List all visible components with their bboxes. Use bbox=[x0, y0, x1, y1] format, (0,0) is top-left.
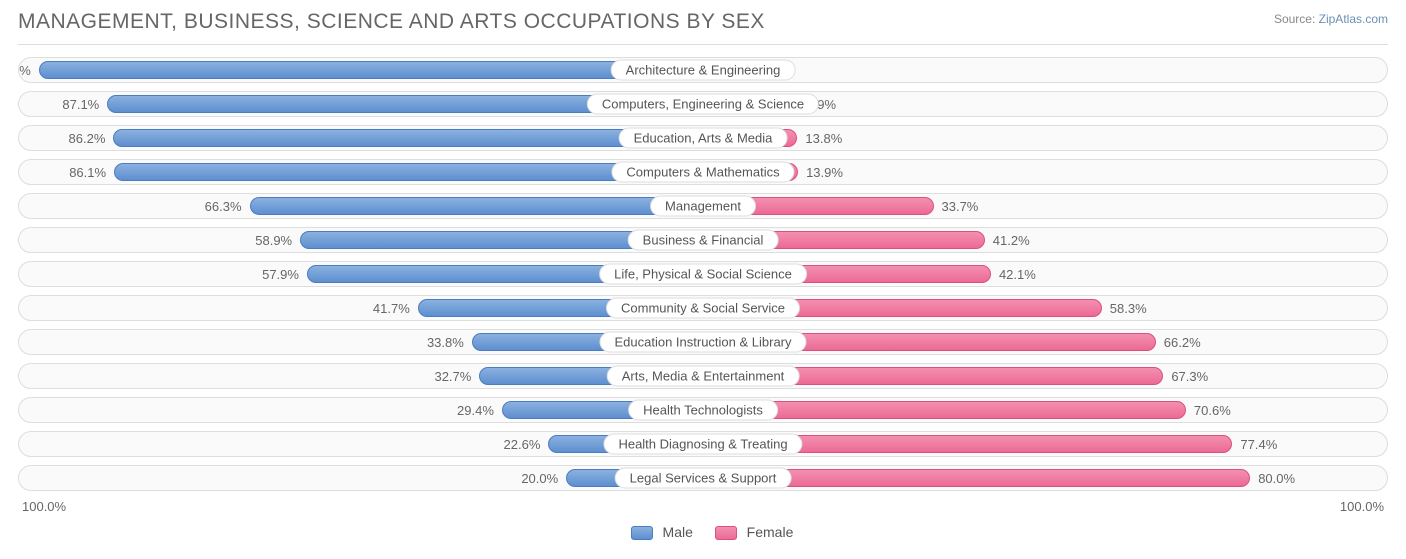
x-axis: 100.0% 100.0% bbox=[18, 499, 1388, 514]
female-half: 13.8% bbox=[703, 126, 1387, 150]
row-category-label: Computers, Engineering & Science bbox=[587, 94, 819, 115]
row-category-label: Computers & Mathematics bbox=[611, 162, 794, 183]
source-label: Source: bbox=[1274, 12, 1315, 26]
source-value: ZipAtlas.com bbox=[1319, 12, 1388, 26]
chart-row: 22.6% 77.4% Health Diagnosing & Treating bbox=[18, 431, 1388, 457]
male-bar bbox=[250, 197, 703, 215]
male-half: 86.2% bbox=[19, 126, 703, 150]
female-pct-label: 77.4% bbox=[1240, 437, 1277, 452]
row-category-label: Education, Arts & Media bbox=[619, 128, 788, 149]
male-pct-label: 20.0% bbox=[521, 471, 558, 486]
female-half: 70.6% bbox=[703, 398, 1387, 422]
male-half: 97.1% bbox=[19, 58, 703, 82]
male-half: 58.9% bbox=[19, 228, 703, 252]
female-pct-label: 13.8% bbox=[805, 131, 842, 146]
legend: Male Female bbox=[18, 524, 1388, 540]
male-pct-label: 97.1% bbox=[18, 63, 31, 78]
chart-title: MANAGEMENT, BUSINESS, SCIENCE AND ARTS O… bbox=[18, 10, 765, 34]
male-half: 32.7% bbox=[19, 364, 703, 388]
chart-row: 86.2% 13.8% Education, Arts & Media bbox=[18, 125, 1388, 151]
chart-row: 57.9% 42.1% Life, Physical & Social Scienc… bbox=[18, 261, 1388, 287]
male-half: 86.1% bbox=[19, 160, 703, 184]
chart-row: 58.9% 41.2% Business & Financial bbox=[18, 227, 1388, 253]
male-pct-label: 29.4% bbox=[457, 403, 494, 418]
male-half: 41.7% bbox=[19, 296, 703, 320]
female-pct-label: 58.3% bbox=[1110, 301, 1147, 316]
row-category-label: Management bbox=[650, 196, 756, 217]
axis-right-label: 100.0% bbox=[1340, 499, 1384, 514]
female-pct-label: 67.3% bbox=[1171, 369, 1208, 384]
header-divider bbox=[18, 44, 1388, 45]
male-bar bbox=[39, 61, 703, 79]
female-half: 67.3% bbox=[703, 364, 1387, 388]
legend-swatch-female bbox=[715, 526, 737, 540]
row-category-label: Arts, Media & Entertainment bbox=[607, 366, 800, 387]
chart-row: 41.7% 58.3% Community & Social Service bbox=[18, 295, 1388, 321]
row-category-label: Community & Social Service bbox=[606, 298, 800, 319]
chart-row: 29.4% 70.6% Health Technologists bbox=[18, 397, 1388, 423]
female-pct-label: 33.7% bbox=[942, 199, 979, 214]
male-pct-label: 86.1% bbox=[69, 165, 106, 180]
female-pct-label: 80.0% bbox=[1258, 471, 1295, 486]
chart-row: 87.1%12.9%Computers, Engineering & Scien… bbox=[18, 91, 1388, 117]
chart-row: 66.3% 33.7% Management bbox=[18, 193, 1388, 219]
male-half: 22.6% bbox=[19, 432, 703, 456]
female-pct-label: 66.2% bbox=[1164, 335, 1201, 350]
male-pct-label: 22.6% bbox=[504, 437, 541, 452]
row-category-label: Health Diagnosing & Treating bbox=[603, 434, 802, 455]
row-category-label: Health Technologists bbox=[628, 400, 778, 421]
male-half: 20.0% bbox=[19, 466, 703, 490]
female-pct-label: 70.6% bbox=[1194, 403, 1231, 418]
male-pct-label: 32.7% bbox=[434, 369, 471, 384]
legend-label-male: Male bbox=[663, 524, 693, 540]
chart-row: 32.7% 67.3% Arts, Media & Entertainment bbox=[18, 363, 1388, 389]
header: MANAGEMENT, BUSINESS, SCIENCE AND ARTS O… bbox=[18, 10, 1388, 34]
female-half: 41.2% bbox=[703, 228, 1387, 252]
female-half: 58.3% bbox=[703, 296, 1387, 320]
male-half: 29.4% bbox=[19, 398, 703, 422]
female-pct-label: 13.9% bbox=[806, 165, 843, 180]
chart-row: 86.1% 13.9% Computers & Mathematics bbox=[18, 159, 1388, 185]
chart-row: 33.8% 66.2% Education Instruction & Librar… bbox=[18, 329, 1388, 355]
row-category-label: Legal Services & Support bbox=[615, 468, 792, 489]
female-half: 2.9% bbox=[703, 58, 1387, 82]
female-half: 33.7% bbox=[703, 194, 1387, 218]
row-category-label: Business & Financial bbox=[628, 230, 779, 251]
legend-swatch-male bbox=[631, 526, 653, 540]
legend-label-female: Female bbox=[747, 524, 794, 540]
male-pct-label: 86.2% bbox=[69, 131, 106, 146]
male-half: 66.3% bbox=[19, 194, 703, 218]
female-pct-label: 42.1% bbox=[999, 267, 1036, 282]
male-pct-label: 33.8% bbox=[427, 335, 464, 350]
axis-left-label: 100.0% bbox=[22, 499, 66, 514]
male-pct-label: 41.7% bbox=[373, 301, 410, 316]
male-pct-label: 87.1% bbox=[62, 97, 99, 112]
male-pct-label: 57.9% bbox=[262, 267, 299, 282]
occupations-chart: 97.1% 2.9%Architecture & Engineering 87.1%… bbox=[18, 57, 1388, 491]
female-half: 77.4% bbox=[703, 432, 1387, 456]
source-attribution: Source: ZipAtlas.com bbox=[1274, 12, 1388, 26]
chart-row: 97.1% 2.9%Architecture & Engineering bbox=[18, 57, 1388, 83]
male-pct-label: 66.3% bbox=[205, 199, 242, 214]
female-half: 80.0% bbox=[703, 466, 1387, 490]
female-pct-label: 41.2% bbox=[993, 233, 1030, 248]
chart-row: 20.0% 80.0% Legal Services & Support bbox=[18, 465, 1388, 491]
row-category-label: Education Instruction & Library bbox=[599, 332, 806, 353]
male-pct-label: 58.9% bbox=[255, 233, 292, 248]
female-half: 13.9% bbox=[703, 160, 1387, 184]
row-category-label: Life, Physical & Social Science bbox=[599, 264, 807, 285]
male-bar bbox=[113, 129, 703, 147]
row-category-label: Architecture & Engineering bbox=[611, 60, 796, 81]
